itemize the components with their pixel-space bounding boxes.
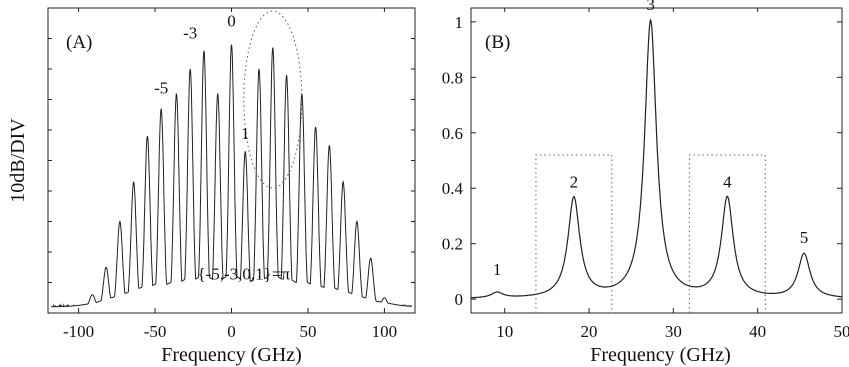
panel-b-x-tick-label: 40 (749, 322, 766, 341)
panel-b-peak-label: 3 (646, 0, 655, 14)
panel-b-y-tick-label: 0.6 (442, 124, 463, 143)
panel-a-x-tick-label: -100 (63, 322, 94, 341)
panel-b-y-tick-label: 0.8 (442, 68, 463, 87)
panel-a: (A) 10dB/DIV Frequency (GHz) {-5,-3,0,1}… (7, 7, 416, 366)
panel-b-y-tick-label: 0 (455, 290, 464, 309)
panel-a-order-label: -3 (183, 24, 197, 43)
panel-a-y-axis-label: 10dB/DIV (7, 118, 29, 203)
panel-b-peak-label: 4 (723, 173, 732, 192)
panel-b-peak-label: 2 (570, 173, 579, 192)
panel-b-y-tick-label: 1 (455, 13, 464, 32)
panel-a-ticks: -100 -50 0 50 100 (48, 7, 415, 341)
panel-b-x-tick-label: 50 (834, 322, 849, 341)
panel-a-phase-label: {-5,-3,0,1}=π (197, 264, 290, 283)
panel-a-highlight-ellipse (243, 10, 303, 189)
panel-b-frame (470, 7, 843, 314)
panel-b: (B) Frequency (GHz) 10 20 30 40 50 0 0.2 0.4 0.6… (442, 0, 849, 366)
panel-a-spectrum-line (50, 44, 413, 308)
panel-a-x-tick-label: -50 (144, 322, 167, 341)
panel-b-peak-label: 1 (493, 260, 502, 279)
panel-a-label: (A) (66, 32, 92, 53)
panel-b-x-tick-label: 20 (581, 322, 598, 341)
panel-b-x-tick-label: 30 (665, 322, 682, 341)
panel-b-peak-labels: 1 2 3 4 5 (493, 0, 808, 279)
panel-a-x-tick-label: 50 (299, 322, 316, 341)
panel-a-annotations: -5 -3 0 1 (154, 11, 249, 143)
panel-b-peak-label: 5 (800, 228, 809, 247)
panel-a-order-label: -5 (154, 78, 168, 97)
panel-a-x-axis-label: Frequency (GHz) (161, 344, 302, 366)
panel-a-order-label: 1 (241, 124, 250, 143)
panel-b-x-tick-label: 10 (496, 322, 513, 341)
panel-b-spectrum-line (471, 18, 843, 299)
panel-b-ticks: 10 20 30 40 50 0 0.2 0.4 0.6 0.8 1 (442, 8, 849, 341)
panel-a-x-tick-label: 100 (372, 322, 398, 341)
panel-a-x-tick-label: 0 (227, 322, 236, 341)
panel-b-y-tick-label: 0.2 (442, 235, 463, 254)
panel-b-y-tick-label: 0.4 (442, 179, 464, 198)
panel-b-x-axis-label: Frequency (GHz) (590, 344, 731, 366)
panel-a-order-label: 0 (227, 11, 236, 30)
panel-b-label: (B) (485, 32, 510, 53)
